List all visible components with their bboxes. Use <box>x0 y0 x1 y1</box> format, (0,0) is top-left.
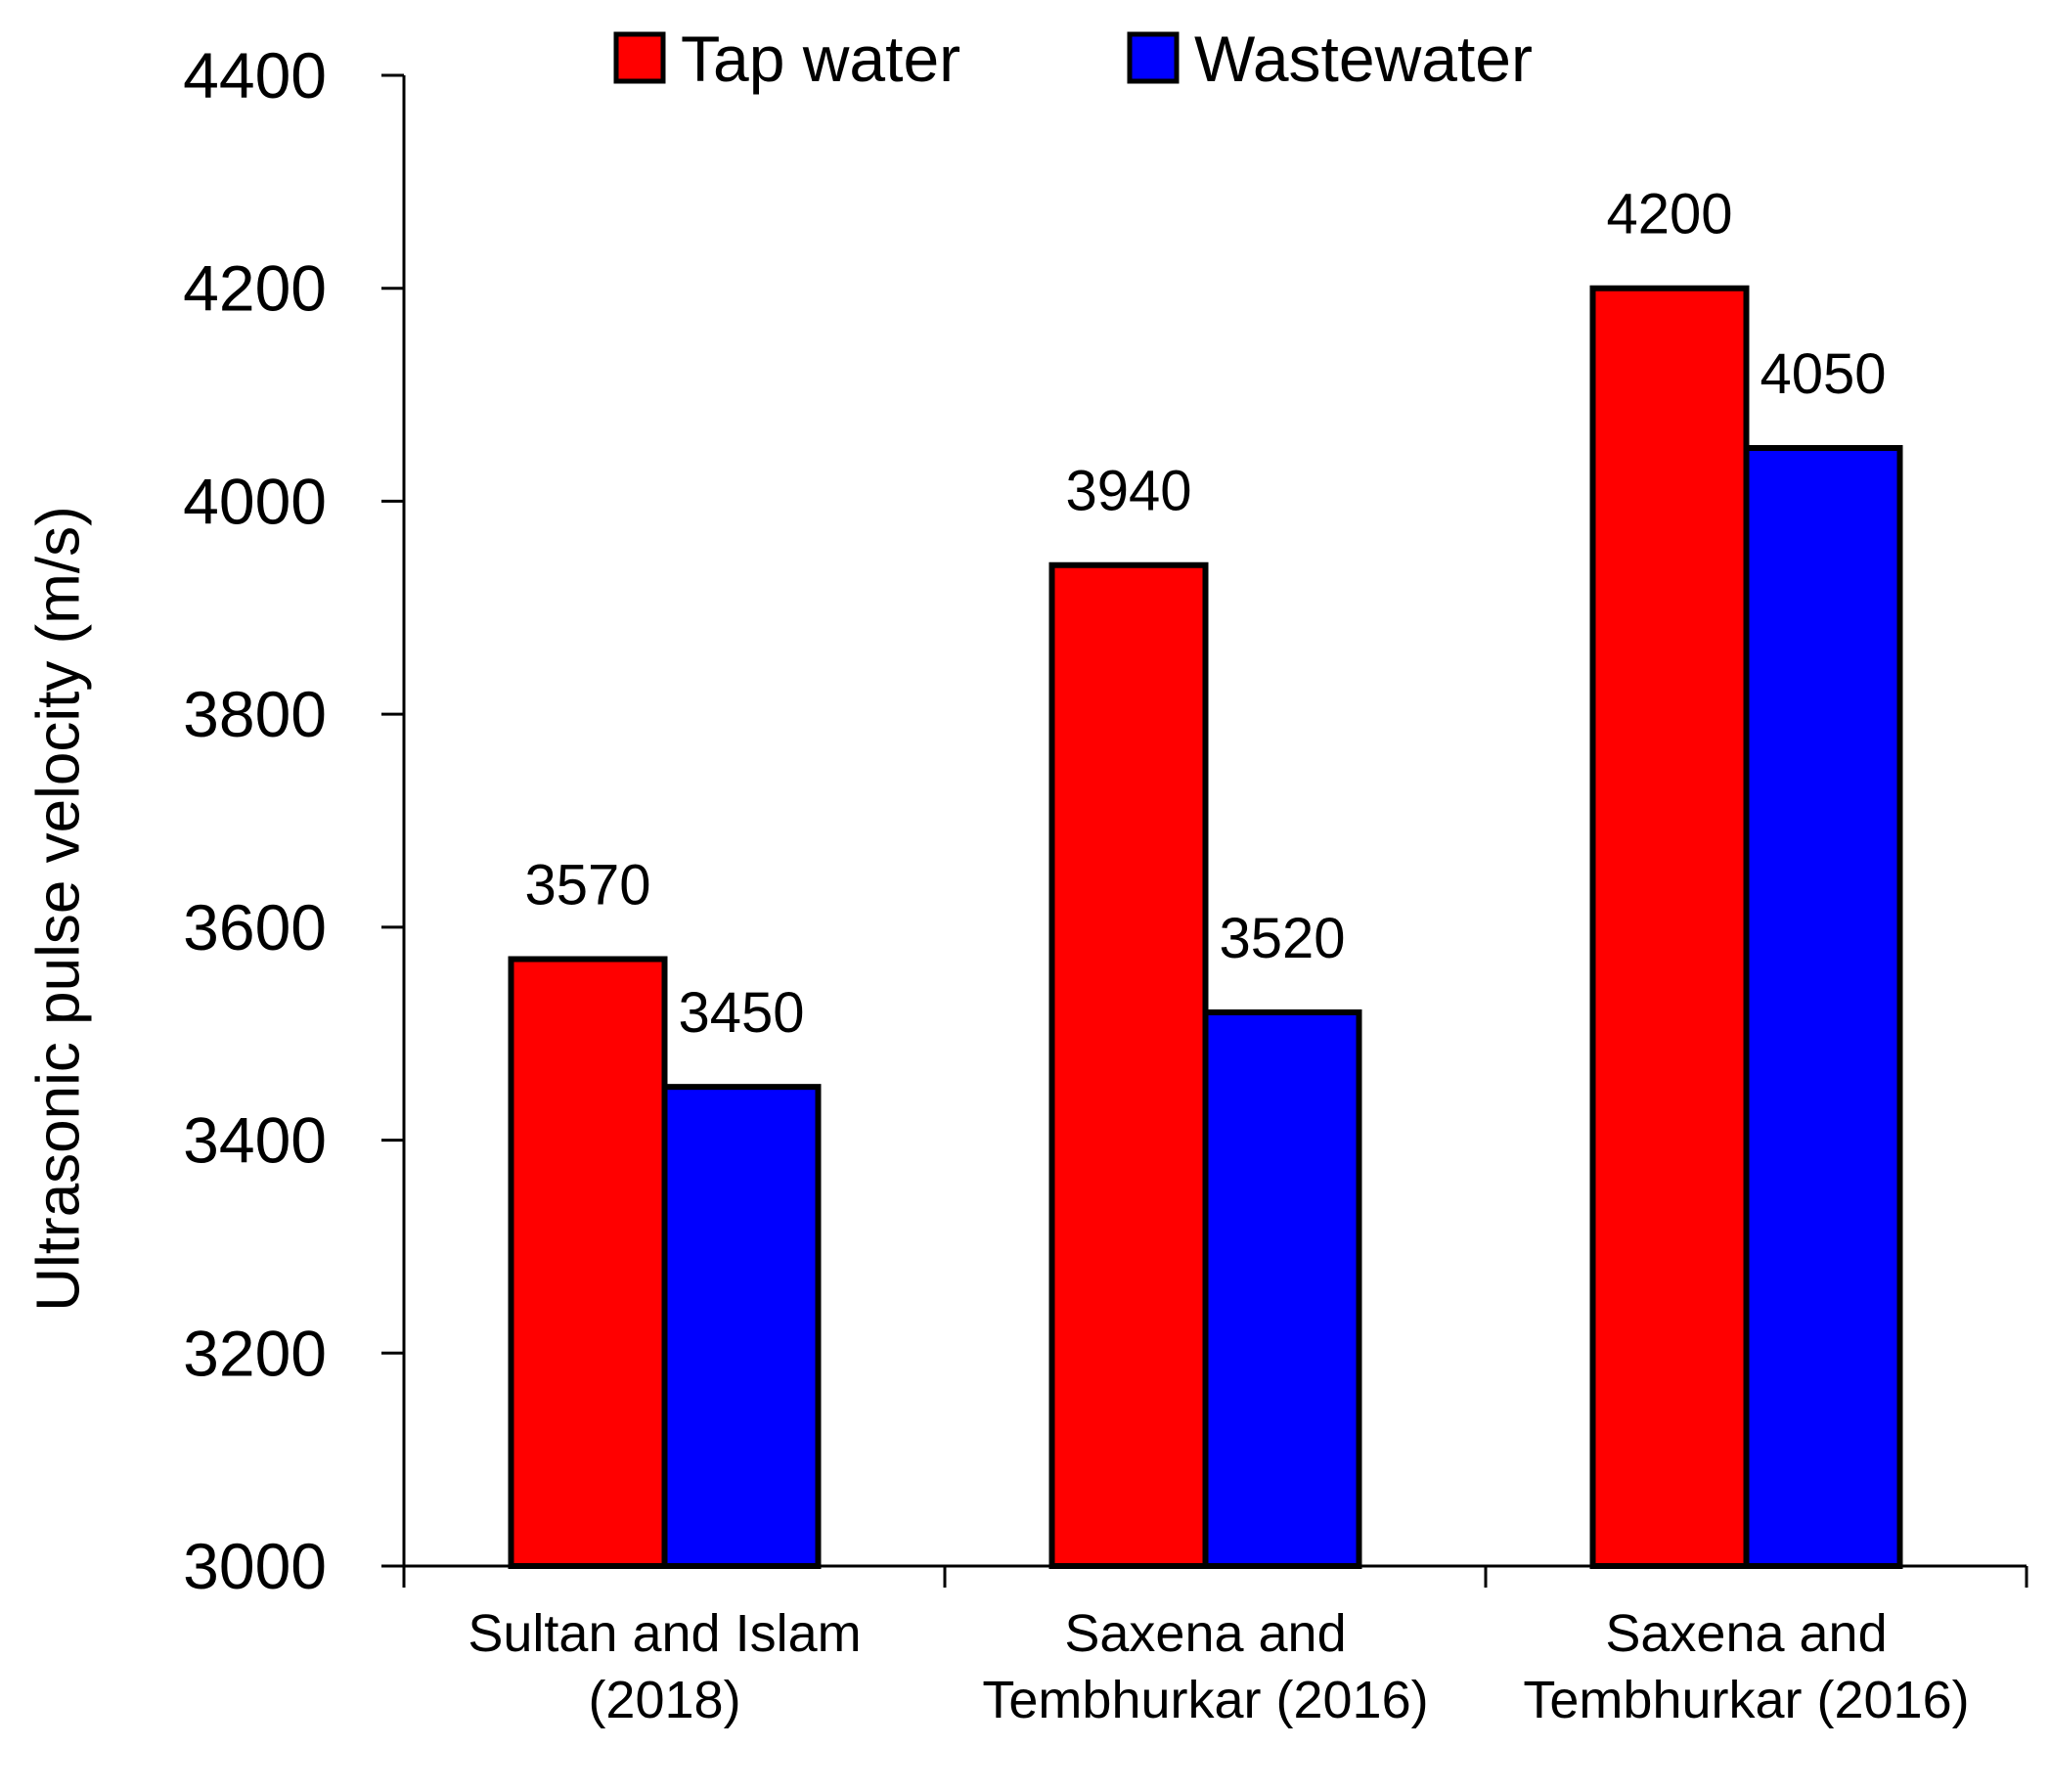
x-category-label: Sultan and Islam (2018) <box>468 1604 861 1729</box>
y-tick-label: 3400 <box>183 1104 327 1177</box>
x-category-label-line: Saxena and <box>1605 1604 1887 1663</box>
legend-label: Wastewater <box>1194 22 1533 95</box>
legend-label: Tap water <box>681 22 960 95</box>
labels-layer: Sultan and Islam (2018) Saxena and Tembhurk… <box>468 183 1969 1729</box>
x-category-label-line: (2018) <box>588 1671 740 1729</box>
data-label: 3450 <box>678 981 804 1045</box>
bar-wastewater <box>1202 1008 1362 1569</box>
data-label: 3940 <box>1065 460 1191 523</box>
y-tick-label: 3000 <box>183 1530 327 1602</box>
y-tick-label: 4400 <box>183 39 327 112</box>
y-axis-title: Ultrasonic pulse velocity (m/s) <box>25 506 93 1311</box>
y-tick-label: 3200 <box>183 1317 327 1389</box>
x-category-label-line: Tembhurkar (2016) <box>1523 1671 1969 1729</box>
axes-layer: 3000 3200 3400 3600 3800 4000 4200 4400 Ultrason… <box>25 39 2028 1602</box>
bar-tap-water <box>508 956 668 1569</box>
x-category-label: Saxena and Tembhurkar (2016) <box>1523 1604 1969 1729</box>
data-label: 3570 <box>524 854 650 918</box>
data-label: 4200 <box>1606 183 1732 246</box>
data-label: 4050 <box>1760 342 1886 406</box>
y-tick-label: 3600 <box>183 891 327 963</box>
bars-layer <box>508 285 1903 1570</box>
data-label: 3520 <box>1219 907 1345 970</box>
y-tick-label: 3800 <box>183 678 327 750</box>
x-category-label: Saxena and Tembhurkar (2016) <box>982 1604 1428 1729</box>
legend-swatch <box>613 31 666 84</box>
bar-tap-water <box>1048 561 1209 1569</box>
legend-swatch <box>1127 31 1180 84</box>
x-category-label-line: Sultan and Islam <box>468 1604 861 1663</box>
x-category-label-line: Tembhurkar (2016) <box>982 1671 1428 1729</box>
bar-wastewater <box>661 1084 822 1569</box>
y-tick-label: 4000 <box>183 465 327 537</box>
bar-wastewater <box>1743 445 1903 1569</box>
legend-wastewater: Wastewater <box>1127 22 1533 95</box>
legend: Tap water Wastewater <box>613 22 1533 95</box>
legend-tap-water: Tap water <box>613 22 960 95</box>
bar-tap-water <box>1589 285 1750 1570</box>
y-tick-label: 4200 <box>183 252 327 325</box>
x-category-label-line: Saxena and <box>1064 1604 1346 1663</box>
